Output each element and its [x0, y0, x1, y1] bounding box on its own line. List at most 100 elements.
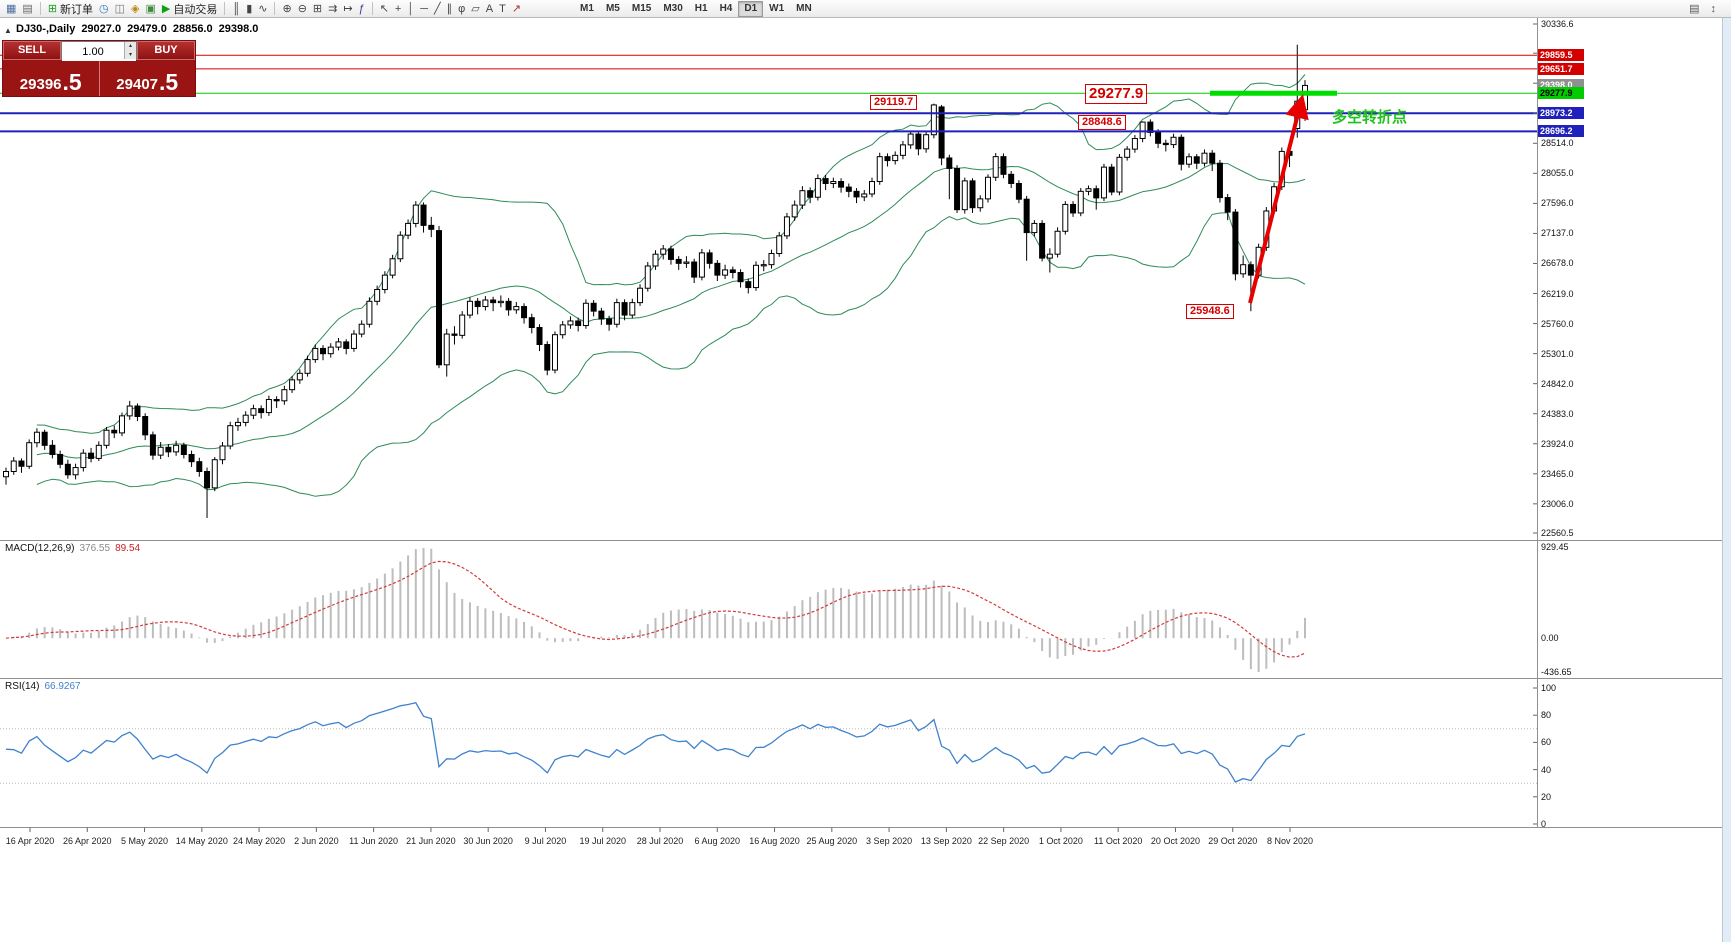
macd-axis-label: -436.65 [1541, 667, 1572, 677]
cursor-icon[interactable]: ↖ [377, 1, 392, 17]
rsi-value: 66.9267 [44, 681, 81, 692]
annotation-note[interactable]: 多空转折点 [1332, 109, 1408, 126]
timeframe-m15[interactable]: M15 [631, 2, 652, 14]
date-label: 3 Sep 2020 [866, 836, 913, 846]
auto-scroll-icon[interactable]: ⇉ [325, 1, 340, 17]
window-scrollbar[interactable] [1722, 18, 1731, 942]
sell-button[interactable]: SELL [3, 41, 61, 60]
expand-icon[interactable]: ↕ [1708, 1, 1720, 17]
timeframe-m1[interactable]: M1 [580, 2, 594, 14]
timeframe-h4[interactable]: H4 [719, 2, 733, 14]
rsi-levels [0, 728, 1537, 784]
quantity-down-icon[interactable]: ▾ [128, 51, 132, 58]
date-label: 5 May 2020 [121, 836, 169, 846]
rsi-label: RSI(14) [5, 681, 40, 692]
timeframe-d1[interactable]: D1 [738, 0, 764, 17]
navigator-icon: ◈ [131, 2, 140, 15]
high-value: 29479.0 [127, 23, 167, 35]
one-click-toggle-icon[interactable]: ▲ [4, 26, 12, 35]
price-tag[interactable]: 29859.5 [1538, 49, 1584, 62]
timeframe-w1[interactable]: W1 [769, 2, 785, 14]
new-order-icon: ⊞ [47, 2, 58, 15]
price-tag[interactable]: 29651.7 [1538, 62, 1584, 75]
arrow-object-icon[interactable]: ↗ [509, 1, 524, 17]
autotrading-button[interactable]: ▶ 自动交易 [159, 1, 220, 17]
new-order-button[interactable]: ⊞ 新订单 [45, 1, 96, 17]
line-chart-icon[interactable]: ∿ [255, 1, 270, 17]
date-label: 21 Jun 2020 [406, 836, 456, 846]
one-click-trading-panel: SELL ▴ ▾ BUY 29396 .5 29407 .5 [2, 40, 196, 97]
arrow-object-icon: ↗ [511, 2, 522, 15]
price-flag[interactable]: 29119.7 [870, 95, 918, 111]
shapes-icon: ▱ [471, 2, 480, 15]
trendline-icon[interactable]: ╱ [431, 1, 444, 17]
price-flag[interactable]: 28848.6 [1078, 115, 1126, 131]
buy-price-main: 29407 [116, 76, 159, 93]
zoom-in-icon: ⊕ [282, 2, 292, 15]
macd-signal-line [5, 560, 1306, 658]
cursor-icon: ↖ [379, 2, 389, 15]
terminal-icon[interactable]: ▣ [143, 1, 159, 17]
text-icon[interactable]: A [483, 1, 496, 17]
date-label: 1 Oct 2020 [1038, 836, 1083, 846]
sell-price[interactable]: 29396 .5 [3, 60, 99, 96]
zoom-in-icon[interactable]: ⊕ [279, 1, 294, 17]
price-tick-label: 25760.0 [1541, 318, 1574, 329]
horizontal-line-icon[interactable]: ─ [417, 1, 431, 17]
date-label: 2 Jun 2020 [294, 836, 339, 846]
price-tick-label: 27596.0 [1541, 198, 1574, 209]
market-watch-icon[interactable]: ◷ [96, 1, 112, 17]
text-label-icon[interactable]: T [496, 1, 509, 17]
data-window-icon: ◫ [114, 2, 126, 15]
rsi-axis-label: 20 [1541, 791, 1552, 802]
data-window-icon[interactable]: ◫ [112, 1, 128, 17]
profiles-icon[interactable]: ▤ [19, 1, 35, 17]
fibonacci-icon[interactable]: φ [455, 1, 468, 17]
timeframe-m30[interactable]: M30 [663, 2, 683, 14]
price-flag[interactable]: 29277.9 [1085, 84, 1148, 104]
vertical-line-icon[interactable]: │ [404, 1, 417, 17]
trend-arrow[interactable] [1248, 94, 1309, 304]
sell-price-frac: .5 [62, 69, 82, 95]
candlestick-chart-icon[interactable]: ▮ [243, 1, 255, 17]
indicators-icon[interactable]: ƒ [356, 1, 368, 17]
timeframe-h1[interactable]: H1 [694, 2, 708, 14]
buy-button[interactable]: BUY [137, 41, 195, 60]
timeframe-mn[interactable]: MN [796, 2, 812, 14]
quantity-input[interactable] [62, 43, 136, 61]
candlestick-chart-icon: ▮ [246, 2, 253, 15]
macd-main-value: 376.55 [79, 543, 111, 554]
crosshair-icon: + [394, 2, 402, 15]
horizontal-line-icon: ─ [420, 2, 429, 15]
toolbar-separator [274, 2, 276, 15]
price-tag[interactable]: 28696.2 [1538, 125, 1584, 138]
zoom-out-icon[interactable]: ⊖ [295, 1, 310, 17]
date-label: 19 Jul 2020 [579, 836, 626, 846]
price-tick-label: 28514.0 [1541, 138, 1574, 149]
price-tick-label: 24842.0 [1541, 378, 1574, 389]
navigator-icon[interactable]: ◈ [128, 1, 142, 17]
channel-icon[interactable]: ∥ [444, 1, 456, 17]
tile-windows-icon[interactable]: ⊞ [310, 1, 325, 17]
macd-histogram [12, 548, 1306, 672]
trendline-icon: ╱ [434, 2, 441, 15]
fibonacci-icon: φ [458, 2, 466, 15]
price-tag[interactable]: 29277.9 [1538, 87, 1584, 100]
bollinger-bands [36, 74, 1306, 497]
chart-shift-icon[interactable]: ↦ [340, 1, 355, 17]
chart-list-icon[interactable]: ▤ [1686, 1, 1702, 17]
rsi-axis-label: 0 [1541, 819, 1547, 829]
quantity-up-icon[interactable]: ▴ [128, 43, 132, 49]
price-tag[interactable]: 28973.2 [1538, 107, 1584, 120]
crosshair-icon[interactable]: + [392, 1, 404, 17]
rsi-line [5, 702, 1306, 783]
new-chart-icon[interactable]: ▦ [3, 1, 19, 17]
shapes-icon[interactable]: ▱ [468, 1, 482, 17]
bar-chart-icon: ║ [232, 2, 241, 15]
price-flag[interactable]: 25948.6 [1186, 304, 1234, 320]
buy-price[interactable]: 29407 .5 [100, 60, 196, 96]
timeframe-m5[interactable]: M5 [605, 2, 620, 14]
bar-chart-icon[interactable]: ║ [229, 1, 243, 17]
